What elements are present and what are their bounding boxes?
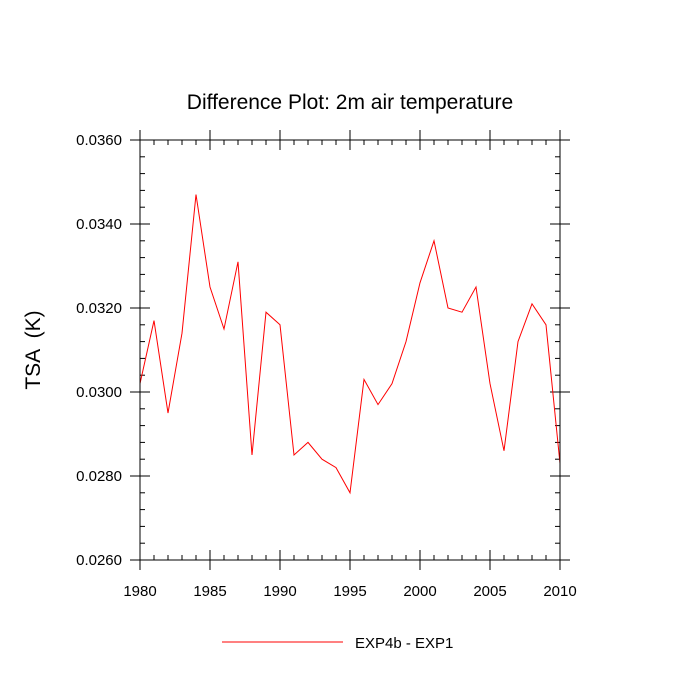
y-axis-label: TSA (K) — [22, 310, 45, 389]
x-tick-label: 1995 — [333, 583, 366, 600]
x-tick-label: 1985 — [193, 583, 226, 600]
series-line — [139, 194, 561, 495]
legend: EXP4b - EXP1 — [222, 635, 453, 652]
legend-label: EXP4b - EXP1 — [355, 635, 453, 652]
plot-frame — [139, 139, 561, 561]
chart-title: Difference Plot: 2m air temperature — [187, 91, 513, 114]
x-tick-label: 1980 — [123, 583, 156, 600]
x-tick-label: 2010 — [543, 583, 576, 600]
x-tick-label: 2005 — [473, 583, 506, 600]
y-tick-label: 0.0260 — [76, 552, 122, 569]
tick-labels: 1980 1985 1990 1995 2000 2005 2010 0.0260 0.0280… — [76, 132, 577, 600]
x-tick-label: 2000 — [403, 583, 436, 600]
y-tick-label: 0.0300 — [76, 384, 122, 401]
y-tick-label: 0.0320 — [76, 300, 122, 317]
y-tick-label: 0.0280 — [76, 468, 122, 485]
x-tick-label: 1990 — [263, 583, 296, 600]
y-tick-label: 0.0340 — [76, 216, 122, 233]
y-tick-label: 0.0360 — [76, 132, 122, 149]
plot-series — [139, 194, 561, 495]
